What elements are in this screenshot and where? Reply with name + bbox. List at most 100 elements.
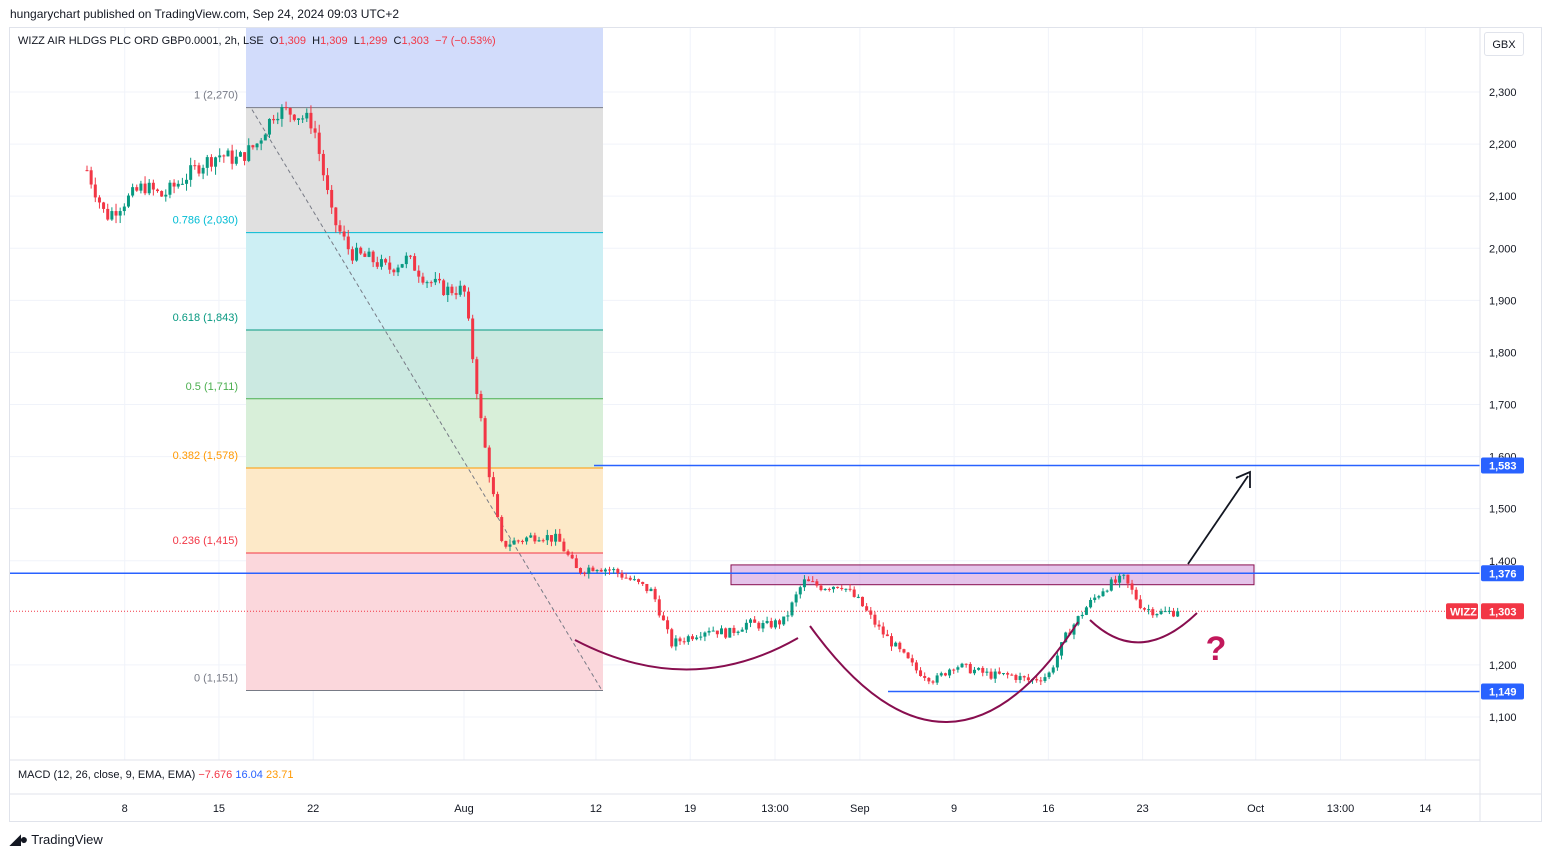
candle-body [972,669,976,674]
candle-body [525,537,529,542]
candle-body [301,118,305,120]
candle-body [570,554,574,559]
candle-body [243,152,247,161]
candle-body [670,629,674,647]
candle-body [342,231,346,237]
symbol-legend[interactable]: WIZZ AIR HLDGS PLC ORD GBP0.0001, 2h, LS… [18,35,496,47]
candle-body [732,627,736,633]
price-tick-label: 1,100 [1489,712,1517,724]
low-value: 1,299 [359,35,388,47]
candle-body [255,143,259,148]
candle-body [1118,575,1122,583]
candle-body [740,629,744,632]
candle-body [375,262,379,267]
candle-body [1122,574,1126,576]
candle-body [437,278,441,281]
candle-body [193,165,197,167]
candle-body [707,630,711,633]
candle-body [537,540,541,542]
price-label: 1,149 [1489,686,1517,698]
time-tick-label: 14 [1419,803,1431,815]
candle-body [292,114,296,120]
candle-body [703,632,707,637]
right-shoulder-curve[interactable] [1089,612,1198,644]
candle-body [819,585,823,591]
candle-body [462,285,466,292]
candle-body [690,636,694,640]
candle-body [574,558,578,569]
candle-body [715,630,719,635]
candle-body [558,533,562,542]
candle-body [840,587,844,590]
candle-body [516,540,520,542]
candle-body [471,318,475,360]
time-tick-label: 16 [1042,803,1054,815]
fib-band [246,398,603,469]
time-tick-label: 23 [1136,803,1148,815]
candle-body [798,587,802,595]
price-label-box[interactable] [1481,457,1524,474]
fib-level-label: 0.236 (1,415) [173,535,238,547]
fib-level-label: 1 (2,270) [194,90,238,102]
time-tick-label: 19 [684,803,696,815]
candle-body [475,359,479,394]
candle-body [330,189,334,208]
candle-body [363,253,367,257]
price-label-box[interactable] [1481,683,1524,700]
price-tick-label: 1,700 [1489,400,1517,412]
candle-body [923,676,927,678]
candle-body [1035,679,1039,681]
candle-body [761,623,765,629]
macd-legend[interactable]: MACD (12, 26, close, 9, EMA, EMA) −7.676… [18,769,293,781]
tradingview-brand[interactable]: ◢● TradingView [10,831,103,848]
candle-body [566,551,570,555]
resistance-zone[interactable] [730,564,1255,586]
fib-level-label: 0.786 (2,030) [173,215,238,227]
candle-body [632,579,636,581]
macd-value: −7.676 [198,769,233,781]
time-tick-label: 13:00 [1327,803,1355,815]
candle-body [1055,655,1059,668]
candle-body [645,583,649,592]
target-arrow-line[interactable] [1187,475,1249,565]
candle-body [997,671,1001,674]
symbol-tag-box[interactable] [1446,603,1478,620]
candle-body [666,620,670,630]
currency-button[interactable]: GBX [1484,32,1524,56]
candle-body [545,535,549,541]
candle-body [313,128,317,133]
time-tick-label: 15 [213,803,225,815]
candle-body [956,667,960,670]
candle-body [143,183,147,194]
candle-body [890,636,894,647]
candle-body [595,569,599,572]
candle-body [1010,674,1014,676]
candle-body [641,581,645,584]
candle-body [562,541,566,552]
head-curve[interactable] [809,621,1079,723]
candle-body [695,637,699,640]
candle-body [135,187,139,191]
candle-body [1076,616,1080,625]
candle-body [873,614,877,625]
candle-body [102,202,106,209]
candle-body [396,267,400,273]
candle-body [719,628,723,635]
candle-body [881,626,885,635]
candle-body [379,259,383,267]
candle-body [836,586,840,588]
fib-trend-line[interactable] [251,109,603,691]
candle-body [408,255,412,257]
price-label-box[interactable] [1481,565,1524,582]
candle-body [678,638,682,642]
candle-body [902,649,906,653]
candle-body [118,211,122,216]
candle-body [355,247,359,261]
candle-body [637,579,641,582]
candle-body [728,627,732,638]
candle-body [1113,579,1117,583]
left-shoulder-curve[interactable] [574,637,799,671]
candle-body [85,170,89,172]
last-price-box[interactable] [1481,603,1524,620]
